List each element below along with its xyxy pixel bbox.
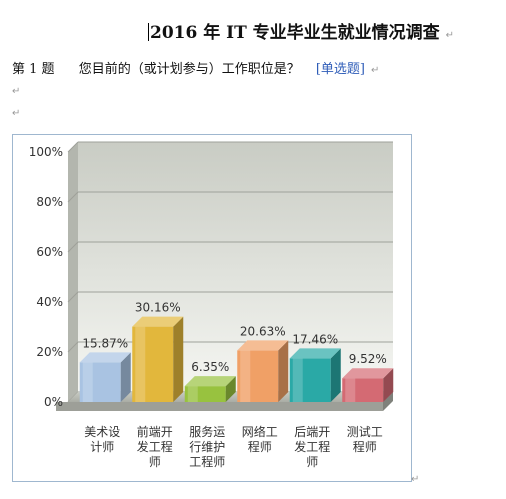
chart-side-wall [68, 142, 78, 402]
bar-top [132, 316, 184, 327]
gridline [67, 341, 79, 353]
question-line: 第 1 题 您目前的（或计划参与）工作职位是？ [单选题] ↵ [12, 58, 379, 77]
bar-side [173, 316, 184, 402]
bar-highlight [135, 326, 146, 402]
x-category-label: 行维护 [189, 440, 225, 454]
bar-highlight [240, 350, 251, 402]
data-label: 9.52% [349, 352, 387, 366]
gridline [67, 191, 79, 203]
x-category-label: 程师 [353, 439, 377, 454]
paragraph-mark-icon: ↵ [12, 108, 21, 119]
bar-top [289, 348, 341, 359]
chart-floor-edge [56, 402, 383, 411]
y-tick-label: 100% [29, 145, 63, 159]
data-label: 17.46% [292, 332, 338, 346]
data-label: 30.16% [135, 301, 181, 315]
gridline [67, 241, 79, 253]
paragraph-mark-icon: ↵ [371, 65, 380, 76]
bar-highlight [292, 358, 303, 402]
chart-floor-edge [383, 392, 393, 411]
question-number: 第 1 题 [12, 62, 55, 77]
gridline [67, 141, 79, 153]
bar-side [278, 340, 289, 402]
bar [289, 348, 341, 402]
bar-top [79, 352, 131, 363]
bar-top [184, 376, 236, 387]
bar [342, 368, 394, 402]
paragraph-mark-icon: ↵ [12, 86, 21, 97]
bar-highlight [187, 386, 198, 402]
bar-top [237, 340, 289, 351]
x-category-label: 程师 [248, 439, 272, 454]
x-category-label: 计师 [90, 440, 114, 454]
y-tick-label: 40% [36, 295, 63, 309]
x-category-label: 前端开 [137, 424, 173, 439]
y-tick-label: 20% [36, 345, 63, 359]
bar [184, 376, 236, 402]
x-category-label: 美术设 [84, 425, 120, 439]
bar [79, 352, 131, 402]
bar [237, 340, 289, 402]
bar-side [225, 376, 236, 402]
x-category-label: 师 [306, 455, 318, 469]
x-category-label: 发工程 [137, 439, 173, 454]
document-title: 2016 年 IT 专业毕业生就业情况调查 ↵ [148, 18, 454, 43]
paragraph-mark-icon: ↵ [411, 474, 420, 485]
bar-highlight [82, 362, 93, 402]
x-category-label: 网络工 [242, 424, 278, 439]
question-type-label: [单选题] [315, 62, 365, 77]
y-tick-label: 60% [36, 245, 63, 259]
x-category-label: 测试工 [347, 424, 383, 439]
x-category-label: 服务运 [189, 424, 225, 439]
bar-side [330, 348, 341, 402]
bar-side [383, 368, 394, 402]
bar [132, 316, 184, 402]
gridline [67, 291, 79, 303]
data-label: 20.63% [240, 324, 286, 338]
document-title-text: 2016 年 IT 专业毕业生就业情况调查 [150, 23, 440, 43]
data-label: 15.87% [82, 336, 128, 350]
data-label: 6.35% [191, 360, 229, 374]
x-category-label: 后端开 [294, 425, 330, 439]
question-text: 您目前的（或计划参与）工作职位是？ [78, 62, 300, 77]
bar-chart: 0%20%40%60%80%100%15.87%美术设计师30.16%前端开发工… [29, 141, 394, 469]
y-tick-label: 80% [36, 195, 63, 209]
chart-frame[interactable]: 0% 20% 40% 60% 80% 100% 15.87% 美术设 计师 30.16% 前端开 发工… [12, 134, 412, 482]
x-category-label: 发工程 [294, 439, 330, 454]
paragraph-mark-icon: ↵ [445, 30, 455, 41]
x-category-label: 工程师 [189, 454, 225, 469]
bar-highlight [345, 378, 356, 402]
bar-side [120, 352, 131, 402]
x-category-label: 师 [149, 455, 161, 469]
text-cursor [148, 23, 149, 41]
bar-top [342, 368, 394, 379]
y-tick-label: 0% [44, 395, 63, 409]
